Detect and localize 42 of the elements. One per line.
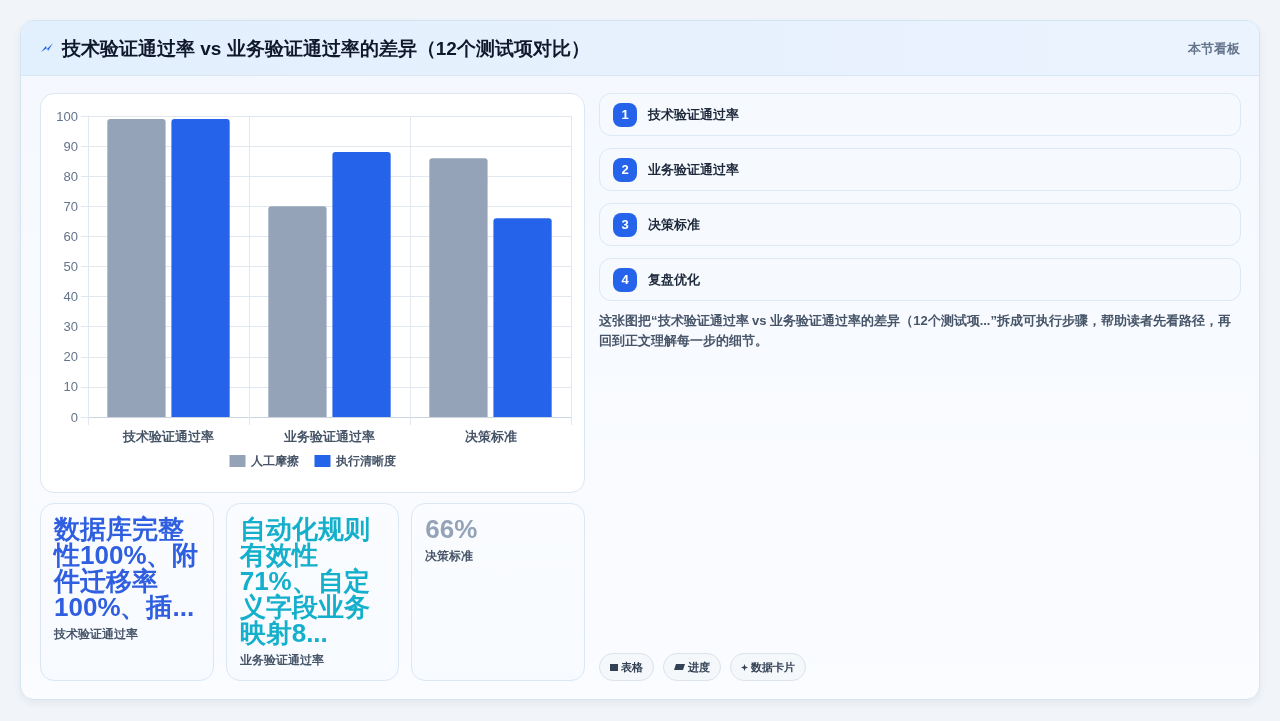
category-label: 业务验证通过率 — [648, 161, 739, 179]
text: 2 — [621, 162, 629, 177]
y-tick-label: 70 — [63, 198, 78, 214]
y-tick-label: 90 — [63, 138, 78, 154]
y-tick-label: 80 — [63, 168, 78, 184]
bar — [268, 206, 327, 417]
y-tick-label: 40 — [63, 289, 78, 305]
text: 自动化规则有效性71%、自定义字段业务映射8... — [239, 514, 371, 648]
text: 这张图把“技术验证通过率 vs 业务验证通过率的差异（12个测试项...”拆成可执行步骤，帮助读者先看路径，再回到正文理解每一步的细节。 — [599, 312, 1232, 350]
bar — [171, 119, 230, 417]
bar — [107, 119, 166, 417]
text: 4 — [621, 272, 629, 287]
bar — [332, 152, 391, 417]
legend-label: 人工摩擦 — [249, 454, 300, 468]
text: 本节看板 — [1188, 40, 1240, 58]
category-label: 复盘优化 — [648, 271, 700, 289]
text: 数据库完整性100%、附件迁移率100%、插... — [54, 514, 200, 622]
text: 1 — [621, 107, 629, 122]
text: 决策标准 — [425, 548, 475, 564]
text: 业务验证通过率 — [239, 652, 325, 668]
y-tick-label: 100 — [56, 108, 78, 124]
y-tick-label: 30 — [63, 319, 78, 335]
bar — [493, 218, 552, 417]
text: 3 — [621, 217, 629, 232]
legend-label: 执行清晰度 — [334, 454, 396, 468]
y-tick-label: 0 — [70, 409, 78, 425]
text: 表格 — [621, 659, 643, 675]
x-tick-label: 业务验证通过率 — [283, 429, 375, 444]
x-tick-label: 技术验证通过率 — [122, 429, 214, 444]
y-tick-label: 60 — [63, 228, 78, 244]
text: 66% — [425, 514, 479, 544]
category-label: 决策标准 — [648, 216, 700, 234]
y-tick-label: 20 — [63, 349, 78, 365]
bar — [429, 158, 488, 417]
text: 进度 — [688, 659, 710, 675]
text: 数据卡片 — [751, 659, 795, 675]
text: 技术验证通过率 — [54, 626, 139, 642]
category-label: 技术验证通过率 — [648, 106, 739, 124]
y-tick-label: 10 — [63, 379, 78, 395]
y-tick-label: 50 — [63, 259, 78, 274]
x-tick-label: 决策标准 — [464, 429, 517, 444]
chart-title: 技术验证通过率 vs 业务验证通过率的差异（12个测试项对比） — [62, 37, 590, 61]
